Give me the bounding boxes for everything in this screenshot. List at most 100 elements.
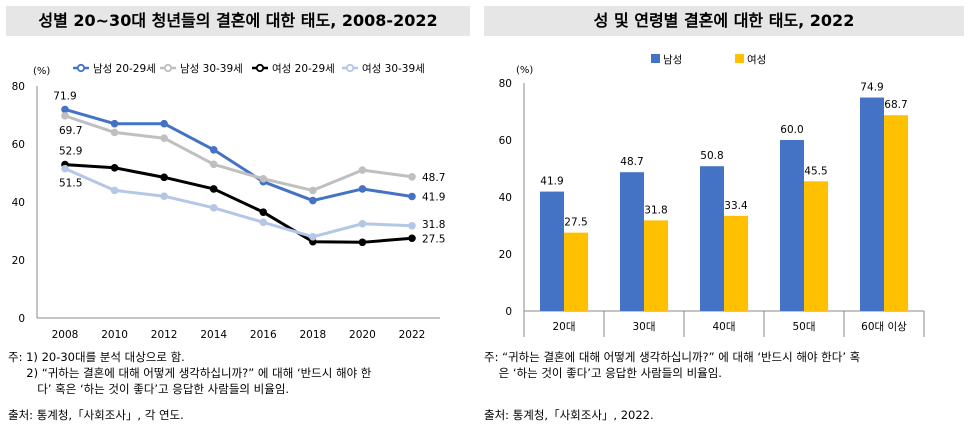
left-data-label: 52.9 bbox=[59, 146, 82, 158]
right-category-label: 50대 bbox=[792, 321, 815, 333]
left-series-point bbox=[61, 164, 69, 173]
right-source: 출처: 통계청,「사회조사」, 2022. bbox=[484, 408, 654, 422]
left-series-point bbox=[408, 192, 416, 201]
left-y-tick-label: 20 bbox=[12, 255, 25, 267]
left-series-line bbox=[64, 108, 413, 203]
right-bar-label: 41.9 bbox=[540, 176, 563, 188]
left-series-point bbox=[209, 160, 218, 169]
left-series-line bbox=[64, 163, 413, 244]
left-series-point bbox=[110, 186, 119, 195]
left-data-label: 69.7 bbox=[59, 125, 82, 137]
left-series-point bbox=[259, 175, 268, 183]
left-series-point bbox=[160, 173, 168, 182]
right-y-tick-label: 60 bbox=[499, 135, 512, 147]
left-legend-label: 여성 20-29세 bbox=[272, 63, 335, 75]
left-series-point bbox=[110, 119, 119, 128]
left-legend-marker bbox=[255, 63, 265, 73]
right-chart-panel: 성 및 연령별 결혼에 대한 태도, 2022 (%) 0 20 40 60 80 남성 여성… bbox=[480, 0, 968, 430]
left-y-tick-label: 0 bbox=[18, 313, 25, 325]
right-bar-label: 68.7 bbox=[884, 99, 907, 111]
left-series-point bbox=[309, 196, 317, 205]
right-bar bbox=[700, 166, 724, 311]
left-note-2: 2) “귀하는 결혼에 대해 어떻게 생각하십니까?” 에 대해 ‘반드시 해야… bbox=[8, 366, 372, 380]
right-bar-label: 48.7 bbox=[620, 156, 643, 168]
right-bar-label: 31.8 bbox=[644, 204, 667, 216]
left-series-point bbox=[209, 185, 218, 193]
left-series-point bbox=[358, 238, 367, 247]
right-category-label: 40대 bbox=[712, 321, 735, 333]
left-x-tick-label: 2018 bbox=[299, 329, 326, 341]
left-series-point bbox=[408, 172, 416, 181]
left-data-label: 51.5 bbox=[59, 178, 82, 190]
right-y-unit: (%) bbox=[516, 65, 533, 76]
left-y-unit: (%) bbox=[33, 66, 50, 77]
right-bar bbox=[724, 215, 748, 311]
left-series-point bbox=[309, 186, 317, 195]
right-bar-label: 60.0 bbox=[780, 124, 803, 136]
left-series-point bbox=[209, 146, 218, 154]
left-legend-label: 남성 30-39세 bbox=[180, 63, 243, 75]
left-x-tick-label: 2014 bbox=[200, 329, 227, 341]
right-chart-title: 성 및 연령별 결혼에 대한 태도, 2022 bbox=[484, 6, 964, 36]
left-data-label: 48.7 bbox=[422, 172, 445, 184]
right-y-tick-label: 40 bbox=[499, 192, 512, 204]
left-data-label: 27.5 bbox=[422, 233, 445, 245]
right-bar bbox=[540, 191, 564, 311]
left-x-tick-label: 2022 bbox=[399, 329, 426, 341]
right-bar-label: 27.5 bbox=[564, 217, 587, 229]
right-bar-label: 45.5 bbox=[804, 165, 827, 177]
right-bar bbox=[620, 172, 644, 311]
right-legend-label: 여성 bbox=[747, 54, 766, 66]
left-y-tick-label: 80 bbox=[12, 81, 25, 93]
left-series-point bbox=[309, 233, 317, 241]
right-bar-label: 50.8 bbox=[700, 150, 723, 162]
left-data-label: 31.8 bbox=[422, 219, 445, 231]
left-y-tick-label: 40 bbox=[12, 197, 25, 209]
left-legend-label: 여성 30-39세 bbox=[362, 63, 425, 75]
left-line-chart: (%) 0 20 40 60 80 2008 2010 2012 2014 2016 2018 2020… bbox=[12, 63, 446, 341]
left-series-line bbox=[64, 167, 413, 239]
right-bar bbox=[564, 232, 588, 311]
left-note-3: 다’ 혹은 ‘하는 것이 좋다’고 응답한 사람들의 비율임. bbox=[8, 382, 290, 396]
right-category-label: 20대 bbox=[552, 321, 575, 333]
left-series-point bbox=[160, 119, 168, 128]
right-y-tick-label: 0 bbox=[505, 306, 512, 318]
right-bar bbox=[884, 115, 908, 311]
left-series-point bbox=[408, 234, 416, 243]
right-category-label: 30대 bbox=[632, 321, 655, 333]
right-bar-chart: (%) 0 20 40 60 80 남성 여성 20대 41.9 27.5 30대 48.7 31.8 40… bbox=[499, 54, 925, 337]
left-series-point bbox=[61, 112, 69, 120]
right-bar bbox=[780, 140, 804, 311]
left-series-point bbox=[110, 163, 119, 172]
left-x-tick-label: 2008 bbox=[52, 329, 79, 341]
right-legend-swatch bbox=[651, 54, 660, 63]
left-series-line bbox=[64, 114, 413, 192]
left-legend-marker bbox=[163, 63, 173, 73]
left-series-point bbox=[259, 218, 268, 227]
right-bar bbox=[644, 220, 668, 311]
left-legend-label: 남성 20-29세 bbox=[93, 63, 156, 75]
right-note-1: 주: “귀하는 결혼에 대해 어떻게 생각하십니까?” 에 대해 ‘반드시 해야… bbox=[484, 350, 861, 364]
left-chart-panel: 성별 20~30대 청년들의 결혼에 대한 태도, 2008-2022 (%) 0… bbox=[0, 0, 475, 430]
left-series-point bbox=[110, 128, 119, 137]
left-series-point bbox=[358, 219, 367, 228]
left-x-tick-label: 2010 bbox=[101, 329, 128, 341]
left-series-point bbox=[358, 166, 367, 174]
left-data-label: 71.9 bbox=[53, 90, 76, 102]
right-bar bbox=[804, 181, 828, 311]
left-series-point bbox=[408, 221, 416, 230]
left-x-tick-label: 2016 bbox=[250, 329, 277, 341]
left-legend-marker bbox=[76, 63, 86, 73]
left-y-tick-label: 60 bbox=[12, 139, 25, 151]
right-legend-swatch bbox=[735, 54, 744, 63]
left-legend-marker bbox=[345, 63, 355, 73]
left-x-tick-label: 2012 bbox=[151, 329, 178, 341]
left-source: 출처: 통계청,「사회조사」, 각 연도. bbox=[8, 408, 184, 422]
right-bar bbox=[860, 97, 884, 311]
right-y-tick-label: 80 bbox=[499, 78, 512, 90]
left-series-point bbox=[358, 185, 367, 193]
left-note-1: 주: 1) 20-30대를 분석 대상으로 함. bbox=[8, 350, 185, 364]
left-series-point bbox=[259, 208, 268, 216]
left-series-point bbox=[160, 192, 168, 200]
left-series-point bbox=[209, 204, 218, 212]
